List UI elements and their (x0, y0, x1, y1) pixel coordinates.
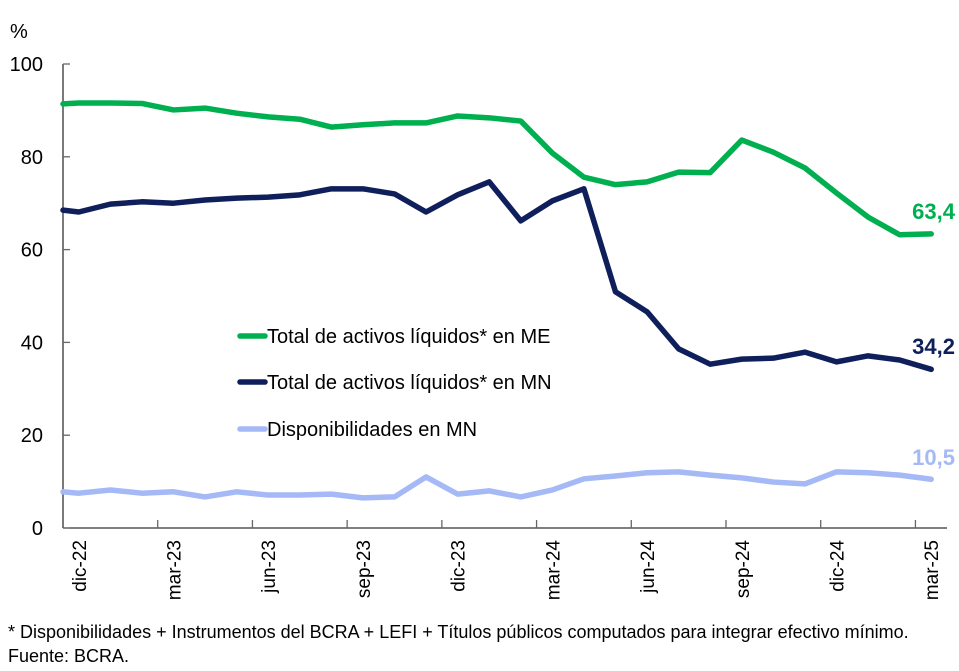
x-tick-label: dic-22 (70, 540, 91, 592)
y-axis-unit-label: % (10, 21, 28, 43)
series-lines (60, 100, 934, 501)
x-tick-label: mar-23 (165, 540, 186, 600)
x-axis-ticks: dic-22 mar-23 jun-23 sep-23 dic-23 mar-24 jun-… (70, 520, 943, 600)
x-tick-label: sep-23 (354, 540, 375, 598)
end-value-labels: 63,4 34,2 10,5 (912, 199, 956, 470)
y-axis-ticks: 0 20 40 60 80 100 (10, 54, 70, 540)
legend-label: Total de activos líquidos* en ME (267, 326, 551, 348)
y-tick-label: 60 (21, 240, 43, 262)
x-tick-label: jun-24 (638, 540, 659, 594)
y-tick-label: 100 (10, 54, 43, 76)
legend-label: Total de activos líquidos* en MN (267, 372, 552, 394)
axes (62, 64, 947, 529)
x-tick-label: dic-23 (449, 540, 470, 592)
series-line-3 (60, 469, 934, 501)
end-value-label: 34,2 (912, 334, 955, 359)
end-value-label: 63,4 (912, 199, 956, 224)
x-tick-label: dic-24 (828, 540, 849, 592)
y-tick-label: 0 (32, 518, 43, 540)
x-tick-label: mar-24 (543, 540, 564, 601)
legend-label: Disponibilidades en MN (267, 419, 477, 441)
x-tick-label: sep-24 (733, 540, 754, 599)
end-value-label: 10,5 (912, 445, 955, 470)
y-tick-label: 80 (21, 147, 43, 169)
legend: Total de activos líquidos* en ME Total de… (237, 326, 552, 441)
x-tick-label: jun-23 (259, 540, 280, 594)
x-tick-label: mar-25 (922, 540, 943, 600)
series-line-1 (60, 100, 934, 238)
y-tick-label: 20 (21, 425, 43, 447)
footnote: * Disponibilidades + Instrumentos del BC… (8, 622, 909, 666)
y-tick-label: 40 (21, 332, 43, 354)
